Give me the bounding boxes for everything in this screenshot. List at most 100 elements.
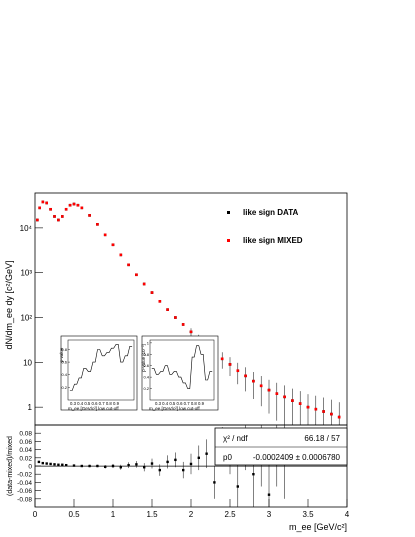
ratio-point [267, 493, 271, 496]
top-y-ticks: 1 10 10² 10³ 10⁴ [20, 224, 43, 412]
ratio-point [65, 463, 68, 467]
inset-1-x-label: m_ee [GeV/c²] low cut-off [68, 406, 119, 411]
ratio-y-axis-label: (data-mixed)/mixed [7, 436, 14, 496]
ratio-y-ticks: -0.08-0.06-0.04-0.020 0.020.040.060.08 [17, 431, 41, 503]
ratio-x-tick-label: 1 [111, 510, 116, 519]
stats-box-frame [214, 427, 348, 466]
data-point [275, 392, 279, 395]
ratio-point [127, 463, 130, 467]
stats-chi2-label: χ² / ndf [223, 434, 248, 443]
ratio-point [41, 461, 44, 465]
data-point [119, 253, 123, 257]
data-point [337, 415, 341, 419]
data-point [174, 316, 177, 319]
ratio-x-tick-label: 2 [189, 510, 194, 519]
top-y-tick-label: 1 [28, 403, 33, 412]
data-point [189, 330, 193, 334]
inset-y-tick-label: 0.8 [61, 347, 67, 352]
inset-1-plot-area [67, 339, 135, 401]
data-point [41, 200, 45, 204]
legend-label-mixed: like sign MIXED [243, 236, 303, 245]
ratio-point [150, 462, 154, 465]
data-point [49, 207, 52, 211]
ratio-point [213, 481, 216, 484]
ratio-point [158, 468, 161, 472]
ratio-point [189, 462, 193, 466]
ratio-x-tick-label: 3.5 [302, 510, 314, 519]
data-point [158, 300, 162, 303]
ratio-x-axis-label: m_ee [GeV/c²] [289, 522, 347, 532]
top-y-tick-label: 10³ [20, 269, 32, 278]
ratio-x-tick-label: 0 [33, 510, 38, 519]
data-point [36, 218, 39, 222]
ratio-y-tick-label: 0.04 [19, 447, 32, 454]
data-point [252, 379, 255, 383]
data-point [330, 412, 333, 416]
inset-2-frame [141, 335, 219, 411]
ratio-point [135, 463, 138, 466]
ratio-x-tick-label: 2.5 [224, 510, 236, 519]
top-y-tick-label: 10² [20, 314, 32, 323]
data-point [283, 395, 286, 399]
data-point [88, 214, 91, 217]
inset-y-tick-label: 0.6 [61, 360, 67, 365]
data-point [38, 206, 41, 210]
ratio-y-tick-label: -0.02 [17, 472, 32, 479]
ratio-x-tick-label: 3 [267, 510, 272, 519]
data-point [72, 202, 76, 206]
data-point [181, 323, 185, 326]
data-point [53, 215, 56, 218]
ratio-y-tick-label: 0 [28, 464, 32, 471]
inset-1-y-label: p-value [59, 347, 64, 362]
inset-2-plot-area [149, 339, 215, 401]
ratio-point [252, 473, 255, 476]
top-y-tick-label: 10⁴ [20, 224, 33, 233]
inset-2-x-label: m_ee [GeV/c²] low cut-off [149, 406, 200, 411]
ratio-point [57, 463, 60, 466]
ratio-point [197, 456, 200, 459]
ratio-y-tick-label: 0.06 [19, 439, 32, 446]
stats-p0-label: p0 [223, 453, 232, 462]
ratio-point [143, 466, 146, 469]
series-mixed [36, 200, 341, 419]
ratio-point [37, 460, 41, 464]
data-point [150, 291, 154, 294]
inset-y-tick-label: 0.2 [61, 385, 67, 390]
ratio-x-tick-label: 4 [345, 510, 350, 519]
inset-2-y-label: p-value [10⁻³] [141, 344, 146, 371]
inset-pvalue-1: p-value 0.2 0.4 0.6 0.8 0.3 0.4 0.5 0.6 0.7… [59, 335, 138, 411]
data-point [76, 203, 80, 207]
inset-2-y-ticks: 0.2 0.4 0.6 0.8 1 [143, 340, 152, 391]
data-point [259, 384, 263, 388]
ratio-point [49, 462, 52, 466]
inset-2-histogram [151, 345, 213, 389]
data-point [45, 201, 48, 205]
data-point [306, 405, 310, 409]
ratio-y-tick-label: 0.02 [19, 455, 32, 462]
data-point [57, 218, 60, 222]
ratio-x-ticks: 0 0.5 1 1.5 2 2.5 3 3.5 4 [33, 499, 350, 519]
inset-y-tick-label: 0.4 [61, 372, 67, 377]
ratio-x-tick-label: 1.5 [146, 510, 158, 519]
inset-2-x-ticks: 0.3 0.4 0.5 0.6 0.7 0.8 0.9 [155, 401, 205, 406]
data-point [127, 263, 130, 267]
ratio-point [53, 463, 56, 466]
data-point [111, 243, 115, 247]
inset-y-tick-label: 1 [147, 340, 150, 345]
fit-stats-box: χ² / ndf 66.18 / 57 p0 -0.0002409 ± 0.00… [214, 427, 348, 466]
ratio-point [119, 466, 122, 469]
top-y-tick-label: 10 [23, 358, 32, 367]
data-point [244, 374, 247, 378]
ratio-y-tick-label: 0.08 [19, 431, 32, 438]
legend: like sign DATA like sign MIXED [227, 208, 303, 245]
data-point [64, 207, 68, 211]
data-point [228, 363, 232, 366]
data-point [220, 357, 224, 361]
data-point [135, 273, 138, 277]
data-point [142, 282, 146, 286]
data-point [103, 233, 107, 237]
data-point [298, 402, 302, 405]
inset-y-tick-label: 0.8 [143, 352, 149, 357]
data-point [314, 407, 318, 411]
